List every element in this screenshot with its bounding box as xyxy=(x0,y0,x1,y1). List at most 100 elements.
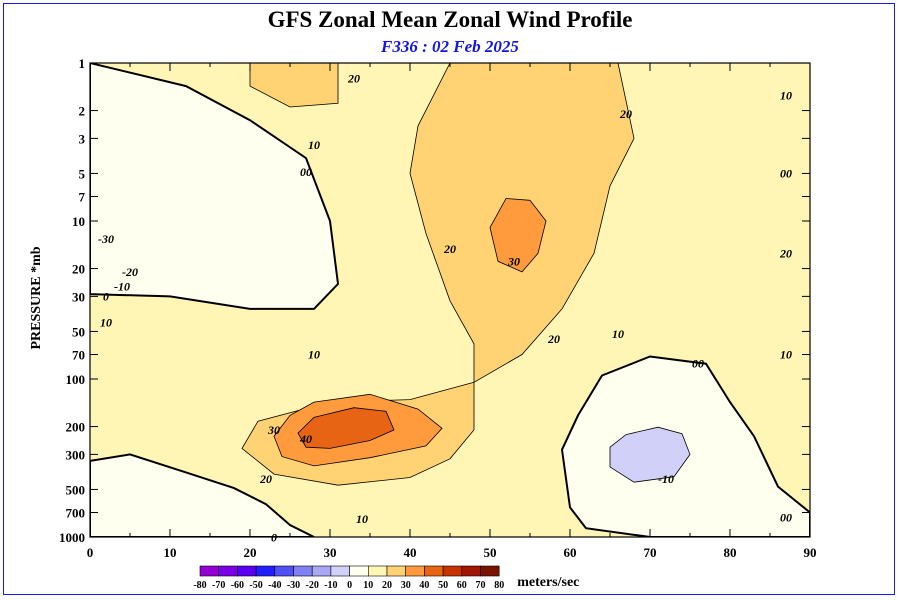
contour-label: 40 xyxy=(299,432,312,446)
colorbar-swatch xyxy=(274,565,294,577)
contour-label: 10 xyxy=(780,88,792,102)
y-tick-label: 7 xyxy=(79,190,86,205)
x-tick-label: 20 xyxy=(244,545,257,560)
colorbar-swatch xyxy=(218,565,238,577)
y-tick-label: 500 xyxy=(66,482,86,497)
y-tick-label: 70 xyxy=(72,348,85,363)
y-tick-label: 3 xyxy=(79,131,86,146)
contour-label: 20 xyxy=(443,242,456,256)
colorbar-label: 70 xyxy=(476,580,486,591)
contour-label: 10 xyxy=(780,348,792,362)
colorbar-label: 20 xyxy=(382,580,392,591)
colorbar-swatch xyxy=(255,565,276,577)
contour-label: 10 xyxy=(356,512,368,526)
y-tick-label: 5 xyxy=(79,166,86,181)
colorbar-label: 0 xyxy=(347,580,352,591)
contour-label: 00 xyxy=(780,166,792,180)
contour-label: 30 xyxy=(267,423,280,437)
x-tick-label: 90 xyxy=(804,545,817,560)
contour-label: -10 xyxy=(114,280,130,294)
contour-label: 10 xyxy=(100,316,112,330)
contour-region-6 xyxy=(90,453,315,537)
colorbar-label: 80 xyxy=(494,580,504,591)
contour-label: 20 xyxy=(779,246,792,260)
colorbar-unit: meters/sec xyxy=(517,575,579,590)
x-axis: 0 10 20 30 40 50 60 70 80 90 xyxy=(87,63,817,560)
x-tick-label: 30 xyxy=(324,545,337,560)
x-tick-label: 50 xyxy=(484,545,497,560)
x-tick-label: 10 xyxy=(164,545,177,560)
colorbar-label: -70 xyxy=(212,580,225,591)
contour-label: 10 xyxy=(612,327,624,341)
colorbar-swatch xyxy=(424,565,444,577)
colorbar-swatch xyxy=(330,565,350,577)
x-tick-label: 40 xyxy=(404,545,417,560)
y-tick-label: 1000 xyxy=(59,530,85,545)
x-tick-label: 80 xyxy=(724,545,737,560)
contour-label: 0 xyxy=(271,531,277,545)
contour-label: -30 xyxy=(98,232,114,246)
y-tick-label: 30 xyxy=(72,289,85,304)
colorbar-label: 60 xyxy=(457,580,467,591)
contour-label: -20 xyxy=(122,265,138,279)
y-tick-label: 50 xyxy=(72,324,85,339)
x-tick-label: 70 xyxy=(644,545,657,560)
contour-label: 00 xyxy=(300,165,312,179)
contour-label: 00 xyxy=(780,510,792,524)
colorbar-label: 50 xyxy=(438,580,448,591)
contour-label: 30 xyxy=(507,254,520,268)
y-tick-label: 300 xyxy=(66,447,86,462)
x-tick-label: 0 xyxy=(87,545,94,560)
colorbar-label: -60 xyxy=(231,580,244,591)
colorbar-swatch xyxy=(480,565,500,577)
colorbar-label: 10 xyxy=(363,580,373,591)
colorbar-swatch xyxy=(199,565,220,577)
y-tick-label: 200 xyxy=(66,420,86,435)
contour-region-7 xyxy=(249,63,339,108)
page-frame xyxy=(3,3,895,595)
colorbar-swatch xyxy=(349,565,369,577)
contour-region-3 xyxy=(90,63,340,310)
x-tick-label: 60 xyxy=(564,545,577,560)
colorbar-swatch xyxy=(311,565,332,577)
chart-subtitle: F336 : 02 Feb 2025 xyxy=(381,37,519,56)
colorbar-label: -20 xyxy=(306,580,319,591)
y-tick-label: 20 xyxy=(72,262,85,277)
colorbar-swatch xyxy=(293,565,313,577)
contour-label: 20 xyxy=(547,332,560,346)
colorbar-swatch xyxy=(405,565,425,577)
contour-region-9 xyxy=(489,198,547,273)
y-tick-label: 2 xyxy=(79,104,86,119)
colorbar-label: -50 xyxy=(249,580,262,591)
contour-label: 20 xyxy=(619,107,632,121)
contour-label: 20 xyxy=(347,71,360,85)
y-tick-label: 1 xyxy=(79,56,86,71)
y-tick-label: 10 xyxy=(72,214,85,229)
colorbar-label: 30 xyxy=(401,580,411,591)
y-tick-label: 700 xyxy=(66,506,86,521)
contour-region-11 xyxy=(297,407,395,449)
colorbar-label: 40 xyxy=(419,580,429,591)
contour-label: 20 xyxy=(259,472,272,486)
colorbar-swatch xyxy=(442,565,463,577)
colorbar-label: -30 xyxy=(287,580,300,591)
contour-region-8 xyxy=(241,63,635,486)
colorbar-swatch xyxy=(237,565,257,577)
contour-label: 10 xyxy=(308,348,320,362)
colorbar-label: -80 xyxy=(193,580,206,591)
colorbar: -80 -70 -60 -50 -40 -30 -20 -10 0 10 20 30 40 50 60 70 8… xyxy=(193,565,579,591)
colorbar-label: -40 xyxy=(268,580,281,591)
colorbar-swatch xyxy=(386,565,407,577)
colorbar-label: -10 xyxy=(324,580,337,591)
contour-label: 00 xyxy=(692,357,704,371)
contour-label: 10 xyxy=(308,138,320,152)
contour-region-5 xyxy=(609,426,691,483)
contour-regions xyxy=(90,63,810,537)
contour-label: -10 xyxy=(658,472,674,486)
y-tick-label: 100 xyxy=(66,372,86,387)
contour-label: 0 xyxy=(103,289,109,303)
chart-title: GFS Zonal Mean Zonal Wind Profile xyxy=(267,7,633,32)
